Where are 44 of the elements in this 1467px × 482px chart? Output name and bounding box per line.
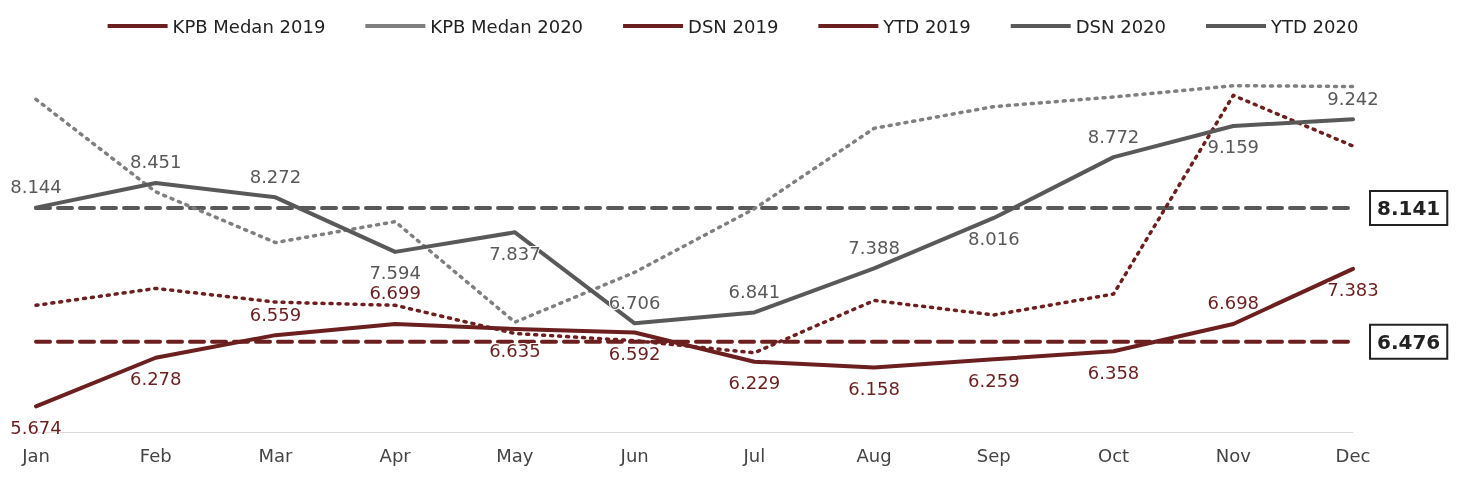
data-label: 6.158 — [848, 377, 900, 399]
data-label: 9.242 — [1327, 87, 1379, 109]
x-tick-label: Sep — [976, 444, 1011, 466]
legend-label: KPB Medan 2019 — [172, 15, 326, 37]
data-label: 8.272 — [249, 165, 302, 187]
data-label: 6.592 — [608, 343, 661, 365]
legend-label: YTD 2019 — [882, 15, 971, 37]
x-tick-label: May — [496, 444, 534, 466]
data-label: 6.635 — [489, 339, 541, 361]
x-tick-label: Apr — [379, 444, 412, 466]
data-label: 6.706 — [608, 291, 661, 313]
data-label: 6.476 — [1377, 329, 1441, 354]
data-label: 6.259 — [968, 369, 1020, 391]
x-tick-label: Dec — [1335, 444, 1371, 466]
data-label: 8.451 — [129, 151, 182, 173]
data-label: 6.559 — [249, 303, 302, 325]
x-tick-label: Aug — [856, 444, 892, 466]
data-label: 8.141 — [1377, 195, 1441, 220]
data-label: 9.159 — [1207, 136, 1260, 158]
x-tick-label: Mar — [258, 444, 294, 466]
data-label: 6.699 — [369, 281, 421, 303]
data-label: 8.144 — [10, 176, 62, 198]
data-label: 6.229 — [728, 372, 781, 394]
data-label: 7.594 — [369, 262, 421, 284]
data-label: 6.358 — [1087, 361, 1140, 383]
x-tick-label: Jul — [742, 444, 766, 466]
legend-label: KPB Medan 2020 — [430, 15, 584, 37]
data-label: 6.278 — [129, 368, 182, 390]
data-label: 7.837 — [489, 242, 541, 264]
x-tick-label: Oct — [1097, 444, 1130, 466]
data-label: 6.698 — [1207, 292, 1260, 314]
x-tick-label: Jan — [21, 444, 50, 466]
legend-label: YTD 2020 — [1270, 15, 1359, 37]
legend-label: DSN 2020 — [1075, 15, 1167, 37]
x-tick-label: Feb — [139, 444, 172, 466]
x-tick-label: Jun — [619, 444, 649, 466]
data-label: 7.383 — [1327, 279, 1379, 301]
legend-label: DSN 2019 — [688, 15, 779, 37]
data-label: 8.772 — [1087, 125, 1140, 147]
data-label: 7.388 — [848, 236, 900, 258]
data-label: 5.674 — [10, 416, 62, 438]
data-label: 8.016 — [968, 228, 1020, 250]
data-label: 6.841 — [728, 280, 781, 302]
x-tick-label: Nov — [1215, 444, 1252, 466]
